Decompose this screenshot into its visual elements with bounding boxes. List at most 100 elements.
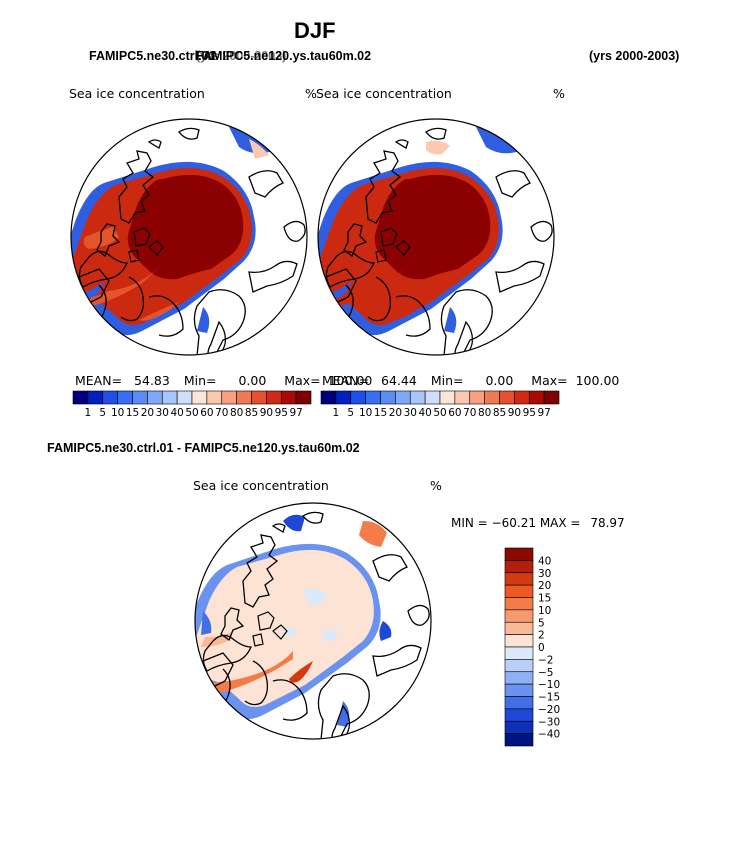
map2-colorbar-tick-label: 80 <box>478 407 491 419</box>
map1-colorbar-tick-label: 20 <box>141 407 154 419</box>
map2-colorbar-swatch-8 <box>439 390 456 405</box>
map2-min-label: Min= <box>430 373 464 388</box>
map1-mean: 54.83 <box>134 373 170 388</box>
diff-colorbar-swatch-0 <box>504 547 534 561</box>
map1-colorbar-tick-label: 5 <box>99 407 106 419</box>
diff-colorbar-tick-label: −20 <box>538 704 560 716</box>
map2-colorbar-tick-label: 30 <box>404 407 417 419</box>
map2-units: % <box>553 86 565 101</box>
diff-colorbar-swatch-3 <box>504 584 534 598</box>
diff-colorbar-tick-label: 30 <box>538 568 551 580</box>
map1-panel <box>70 118 308 356</box>
season-title: DJF <box>294 18 336 43</box>
map1-max-label: Max= <box>284 373 321 388</box>
map1-colorbar-tick-label: 40 <box>170 407 183 419</box>
diff-title: FAMIPC5.ne30.ctrl.01 - FAMIPC5.ne120.ys.… <box>47 441 360 455</box>
map1-colorbar-swatch-12 <box>251 390 267 405</box>
diff-colorbar-swatch-11 <box>504 683 534 697</box>
diff-colorbar-swatch-1 <box>504 560 534 574</box>
diff-colorbar-tick-label: −15 <box>538 692 560 704</box>
map2-colorbar-swatch-4 <box>380 390 396 405</box>
map1-colorbar-swatch-7 <box>176 390 193 405</box>
diff-colorbar-swatch-7 <box>504 634 534 648</box>
diff-colorbar-swatch-9 <box>504 659 534 673</box>
case1-years-header: (yrs 2000-2003) <box>196 49 287 63</box>
map1-colorbar-tick-label: 15 <box>126 407 139 419</box>
map1-colorbar-swatch-1 <box>87 390 104 405</box>
map1-colorbar-tick-label: 50 <box>185 407 198 419</box>
diff-max: 78.97 <box>590 516 625 530</box>
diff-colorbar-swatch-12 <box>504 696 534 710</box>
map2-min: 0.00 <box>485 373 514 388</box>
diff-minmax: MIN = −60.21 MAX = 78.97 <box>451 516 625 530</box>
diff-min-label: MIN = <box>451 516 488 530</box>
map2-colorbar-tick-label: 40 <box>418 407 431 419</box>
map1-colorbar-swatch-2 <box>102 390 118 405</box>
map2-colorbar-swatch-12 <box>499 390 515 405</box>
diff-colorbar-swatch-6 <box>504 621 534 635</box>
map2-colorbar-swatch-5 <box>395 390 411 405</box>
diff-colorbar-swatch-5 <box>504 609 534 623</box>
map1-colorbar-swatch-6 <box>161 390 178 405</box>
map2-mean-label: MEAN= <box>322 373 370 388</box>
map1-colorbar-swatch-15 <box>295 390 312 405</box>
map1-colorbar-swatch-14 <box>280 390 297 405</box>
map2-colorbar-tick-label: 50 <box>433 407 446 419</box>
diff-colorbar-swatch-14 <box>504 720 534 734</box>
diff-map-units: % <box>430 478 442 493</box>
diff-max-label: MAX = <box>539 516 581 530</box>
map1-min: 0.00 <box>238 373 267 388</box>
map1-units: % <box>305 86 317 101</box>
map2-colorbar-swatch-1 <box>335 390 352 405</box>
map2-colorbar-tick-label: 97 <box>537 407 550 419</box>
diff-panel <box>194 502 432 740</box>
map1-colorbar-swatch-4 <box>132 390 148 405</box>
diff-colorbar-swatch-15 <box>504 733 534 747</box>
map1-colorbar-tick-label: 95 <box>275 407 288 419</box>
map1-colorbar-swatch-10 <box>221 390 237 405</box>
map1-max: 100.00 <box>328 373 373 388</box>
diff-colorbar-tick-label: 0 <box>538 642 545 654</box>
case1-header: FAMIPC5.ne30.ctrl.01 <box>89 49 216 63</box>
map2-stats: MEAN= 64.44 Min= 0.00 Max= 100.00 <box>322 373 619 388</box>
map1-colorbar-tick-label: 10 <box>111 407 124 419</box>
diff-colorbar-swatch-8 <box>504 646 534 660</box>
diff-colorbar-swatch-4 <box>504 597 534 611</box>
diff-colorbar-tick-label: −10 <box>538 679 560 691</box>
map2-colorbar-tick-label: 10 <box>359 407 372 419</box>
map1-colorbar-tick-label: 90 <box>260 407 273 419</box>
map1-colorbar-tick-label: 30 <box>156 407 169 419</box>
diff-colorbar-tick-label: 5 <box>538 617 545 629</box>
map2-colorbar-swatch-14 <box>528 390 545 405</box>
map1-boundary <box>70 118 308 356</box>
map1-colorbar-tick-label: 97 <box>289 407 302 419</box>
map2-colorbar-swatch-2 <box>350 390 366 405</box>
map2-max-label: Max= <box>531 373 568 388</box>
diff-colorbar-tick-label: 20 <box>538 580 551 592</box>
map2-max: 100.00 <box>575 373 620 388</box>
map2-colorbar-swatch-7 <box>424 390 441 405</box>
map1-title: Sea ice concentration <box>69 86 205 101</box>
diff-colorbar-tick-label: −5 <box>538 667 553 679</box>
case2-header: FAMIPC5.ne120.ys.tau60m.02 <box>196 49 372 63</box>
map2-colorbar-tick-label: 70 <box>463 407 476 419</box>
map2-colorbar-swatch-10 <box>469 390 485 405</box>
map2-colorbar-tick-label: 90 <box>508 407 521 419</box>
map2-colorbar-swatch-13 <box>514 390 530 405</box>
diff-min: −60.21 <box>491 516 536 530</box>
map2-colorbar-swatch-3 <box>365 390 381 405</box>
map2-colorbar-swatch-11 <box>484 390 500 405</box>
map1-stats: MEAN= 54.83 Min= 0.00 Max= 100.00 <box>75 373 372 388</box>
map2-boundary <box>317 118 555 356</box>
map1-colorbar-swatch-11 <box>236 390 252 405</box>
diff-colorbar-tick-label: 15 <box>538 593 551 605</box>
diff-colorbar-tick-label: 2 <box>538 630 545 642</box>
map2-colorbar-swatch-6 <box>409 390 426 405</box>
diff-colorbar-tick-label: −30 <box>538 716 560 728</box>
diff-colorbar-tick-label: −40 <box>538 729 560 741</box>
map1-colorbar-tick-label: 70 <box>215 407 228 419</box>
diff-colorbar-tick-label: 40 <box>538 555 551 567</box>
map2-colorbar-swatch-15 <box>543 390 560 405</box>
